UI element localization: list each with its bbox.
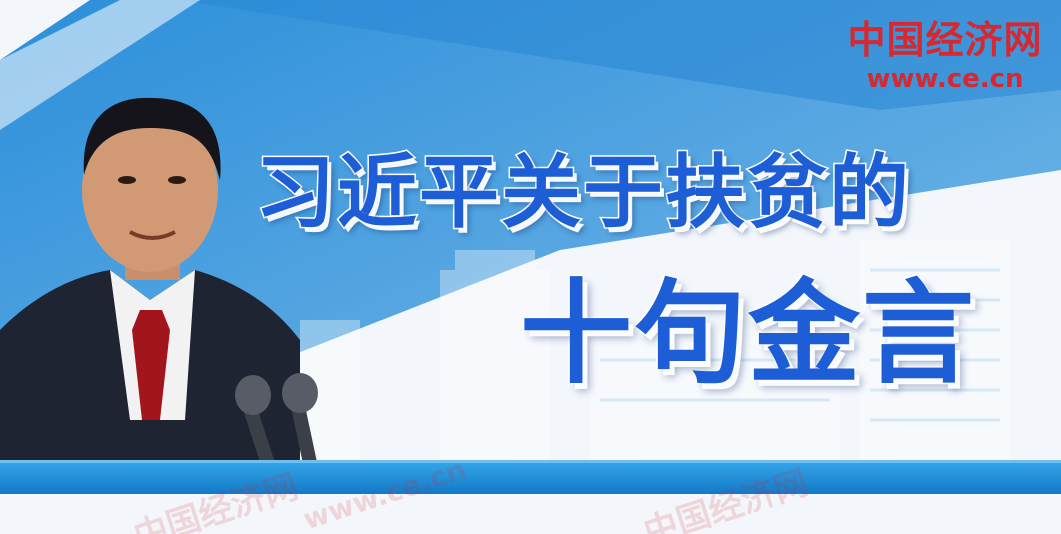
headline-line-2: 十句金言: [519, 268, 976, 399]
speaker-portrait: [0, 97, 300, 460]
site-url[interactable]: www.ce.cn: [866, 64, 1024, 94]
site-logo[interactable]: 中国经济网: [847, 17, 1043, 62]
microphones: [235, 373, 318, 466]
building-silhouettes: [300, 240, 1010, 470]
headline-line-1: 习近平关于扶贫的: [254, 145, 911, 241]
